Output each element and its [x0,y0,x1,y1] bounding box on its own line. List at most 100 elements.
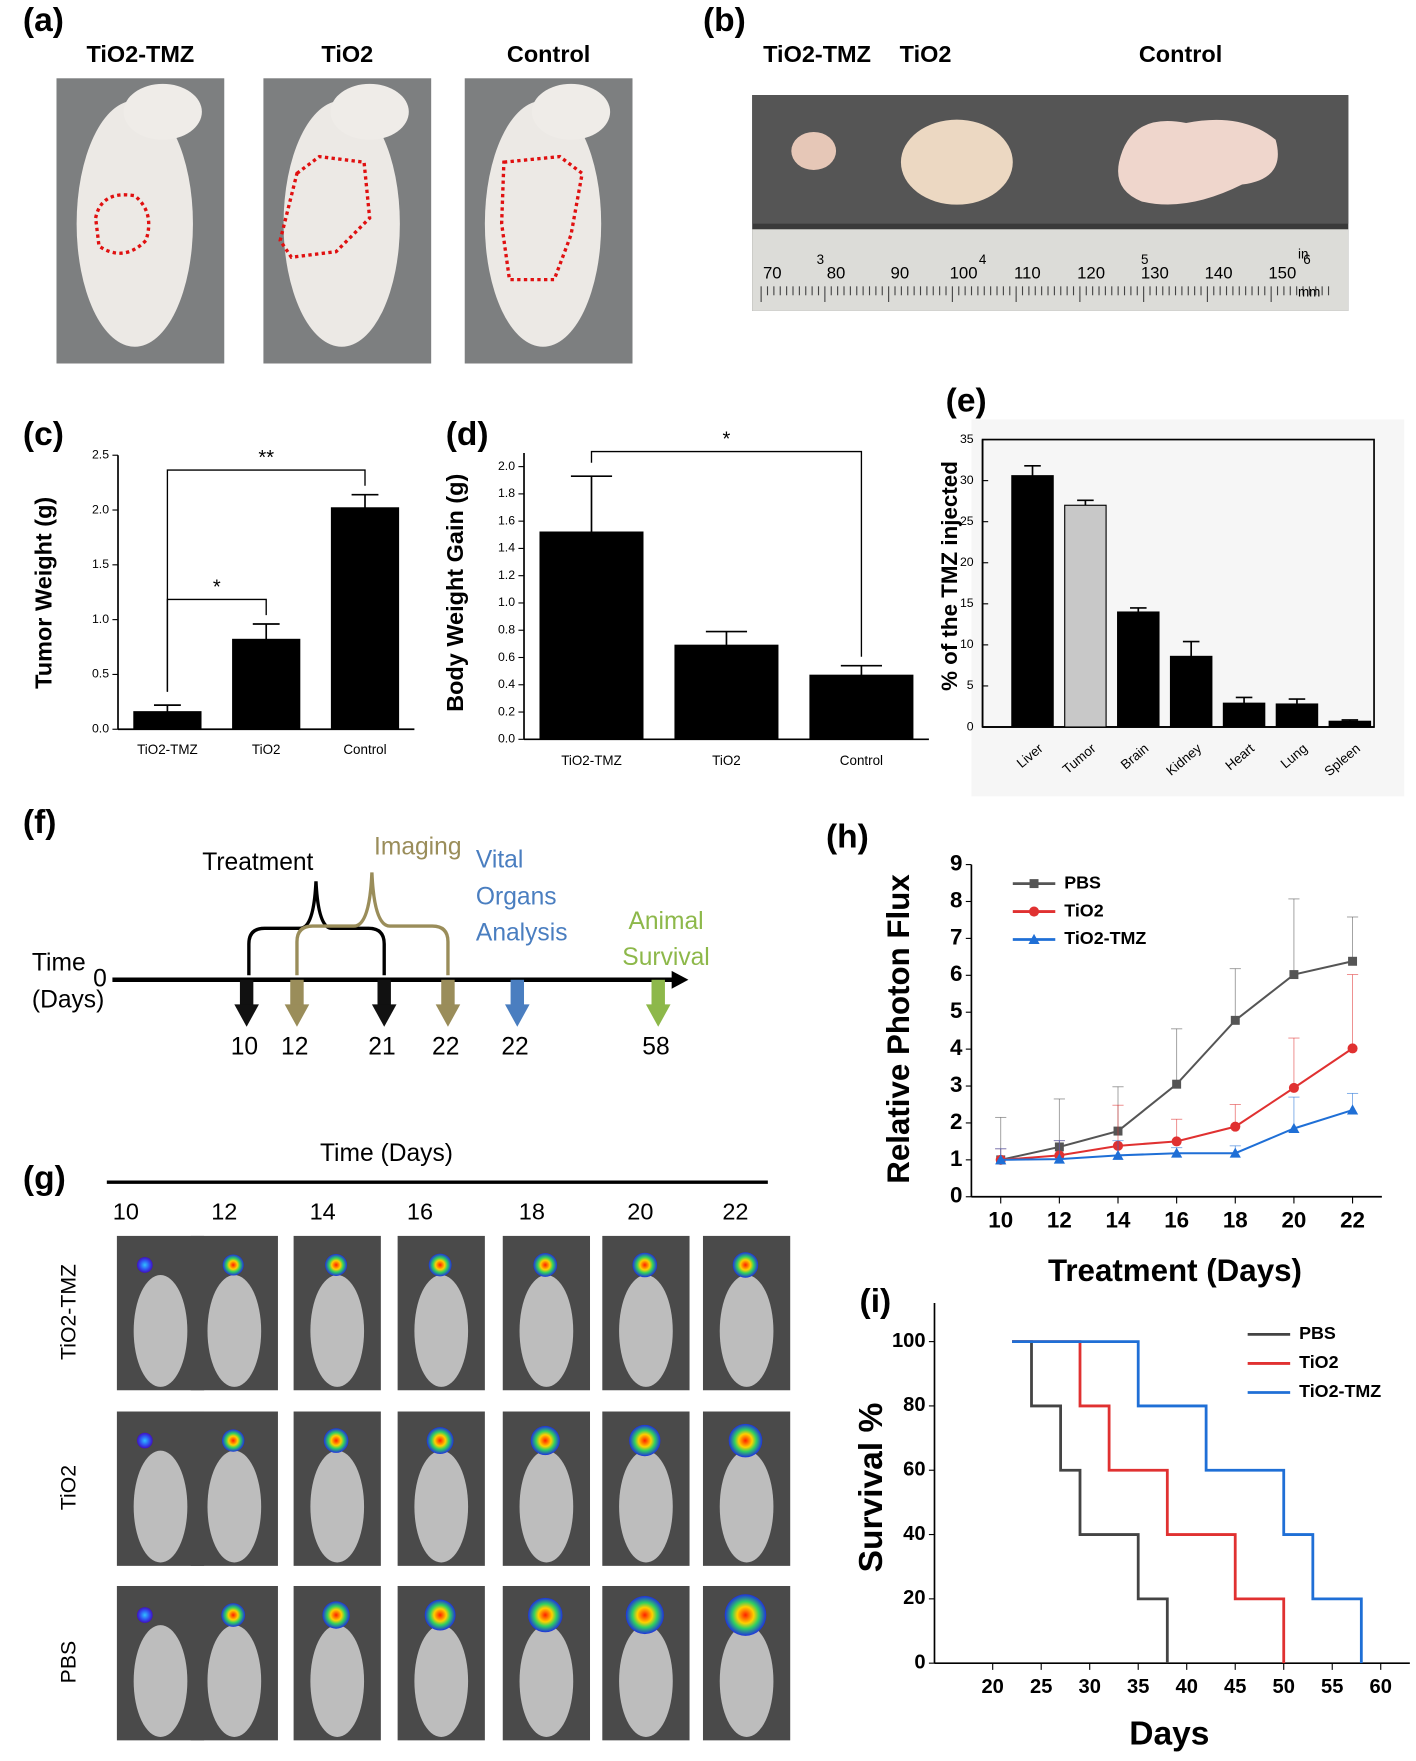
y-tick-label: 0.0 [92,721,109,735]
label: Vital [476,847,523,874]
y-tick-label: 20 [960,555,974,569]
x-tick-label: 22 [1340,1207,1365,1232]
x-axis-label: Days [1129,1716,1209,1753]
y-tick-label: 0.4 [498,677,515,691]
y-tick-label: 2.0 [498,459,515,473]
legend-label: TiO2-TMZ [1299,1381,1381,1401]
signal [137,1432,153,1449]
y-tick-label: 2 [950,1109,962,1134]
day-arrow-head [645,1004,671,1027]
day-label: 10 [231,1034,258,1061]
bracket [295,872,450,976]
ruler-label: 80 [827,263,846,282]
ruler-label: 110 [1014,263,1041,282]
mouse [310,1450,365,1563]
y-axis-label: Body Weight Gain (g) [442,474,468,712]
signal [323,1428,349,1453]
y-tick-label: 3 [950,1072,962,1097]
x-tick-label: 20 [982,1676,1004,1698]
y-tick-label: 7 [950,924,962,949]
ruler-label: 130 [1141,263,1169,282]
y-tick-label: 1.6 [498,513,515,527]
ruler-label: 4 [979,252,987,267]
legend-label: PBS [1299,1323,1336,1343]
marker [1171,1136,1182,1147]
x-tick-label: 45 [1224,1676,1246,1698]
label: Survival [622,944,709,971]
ruler-label: 6 [1303,252,1310,267]
ruler-label: 5 [1141,252,1148,267]
y-tick-label: 25 [960,514,974,528]
x-tick-label: TiO2 [252,742,281,757]
tumor-outline [499,154,585,282]
bar [1222,702,1266,728]
y-tick-label: 0.6 [498,650,515,664]
marker [1028,933,1040,944]
day-arrow-head [284,1004,310,1027]
mouse [310,1625,365,1737]
significance-label: * [723,429,731,451]
x-tick-label: 18 [1223,1207,1248,1232]
tumor [791,131,837,171]
ruler-label: 3 [817,252,824,267]
x-tick-label: TiO2 [712,753,741,768]
day-arrow [290,979,304,1007]
marker [1288,1122,1300,1133]
y-axis-label: Relative Photon Flux [881,874,916,1184]
day-label: 18 [519,1199,545,1225]
legend-label: TiO2 [1064,900,1103,920]
label: Treatment [202,849,313,876]
tumor [900,119,1013,205]
label: (Days) [32,987,104,1014]
mouse-body [76,100,193,347]
mouse [133,1275,188,1387]
signal [325,1254,348,1276]
ruler-unit: mm [1298,285,1320,300]
x-tick-label: 20 [1281,1207,1306,1232]
mouse [519,1625,574,1737]
label: Time (Days) [320,1140,453,1167]
day-label: 22 [432,1034,459,1061]
x-tick-label: 10 [988,1207,1013,1232]
marker [1029,879,1039,889]
signal [533,1253,558,1277]
y-tick-label: 1 [950,1146,962,1171]
mouse [414,1275,469,1387]
x-tick-label: TiO2-TMZ [137,742,198,757]
day-arrow [651,979,665,1007]
mouse [619,1450,673,1563]
panel-label: (a) [23,2,64,39]
mouse [414,1450,469,1563]
y-tick-label: 1.4 [498,541,515,555]
y-tick-label: 35 [960,432,974,446]
label: Time [32,950,86,977]
y-axis-label: Tumor Weight (g) [31,497,57,689]
y-tick-label: 1.5 [92,557,109,571]
label: Imaging [374,833,462,860]
bar [1117,611,1160,728]
signal [632,1252,658,1278]
mouse-head [123,83,202,140]
y-tick-label: 0.0 [498,732,515,746]
signal [428,1253,452,1277]
panel-label: (f) [23,804,57,841]
panel-label: (c) [23,416,64,453]
x-tick-label: Control [840,753,883,768]
x-tick-label: 35 [1127,1676,1149,1698]
mouse [133,1625,188,1737]
tumor [1118,119,1278,205]
y-tick-label: 0 [914,1651,925,1673]
y-tick-label: 60 [903,1459,925,1481]
marker [1230,1121,1241,1132]
day-label: 14 [310,1199,336,1225]
day-label: 12 [281,1034,308,1061]
photo-label: Control [1139,41,1222,67]
y-tick-label: 5 [967,678,974,692]
marker [1171,1147,1183,1158]
bar [1328,720,1372,728]
y-tick-label: 0 [950,1183,962,1208]
ruler-unit: in [1298,247,1308,262]
legend-label: PBS [1064,872,1101,892]
y-tick-label: 9 [950,850,962,875]
signal [728,1423,763,1458]
